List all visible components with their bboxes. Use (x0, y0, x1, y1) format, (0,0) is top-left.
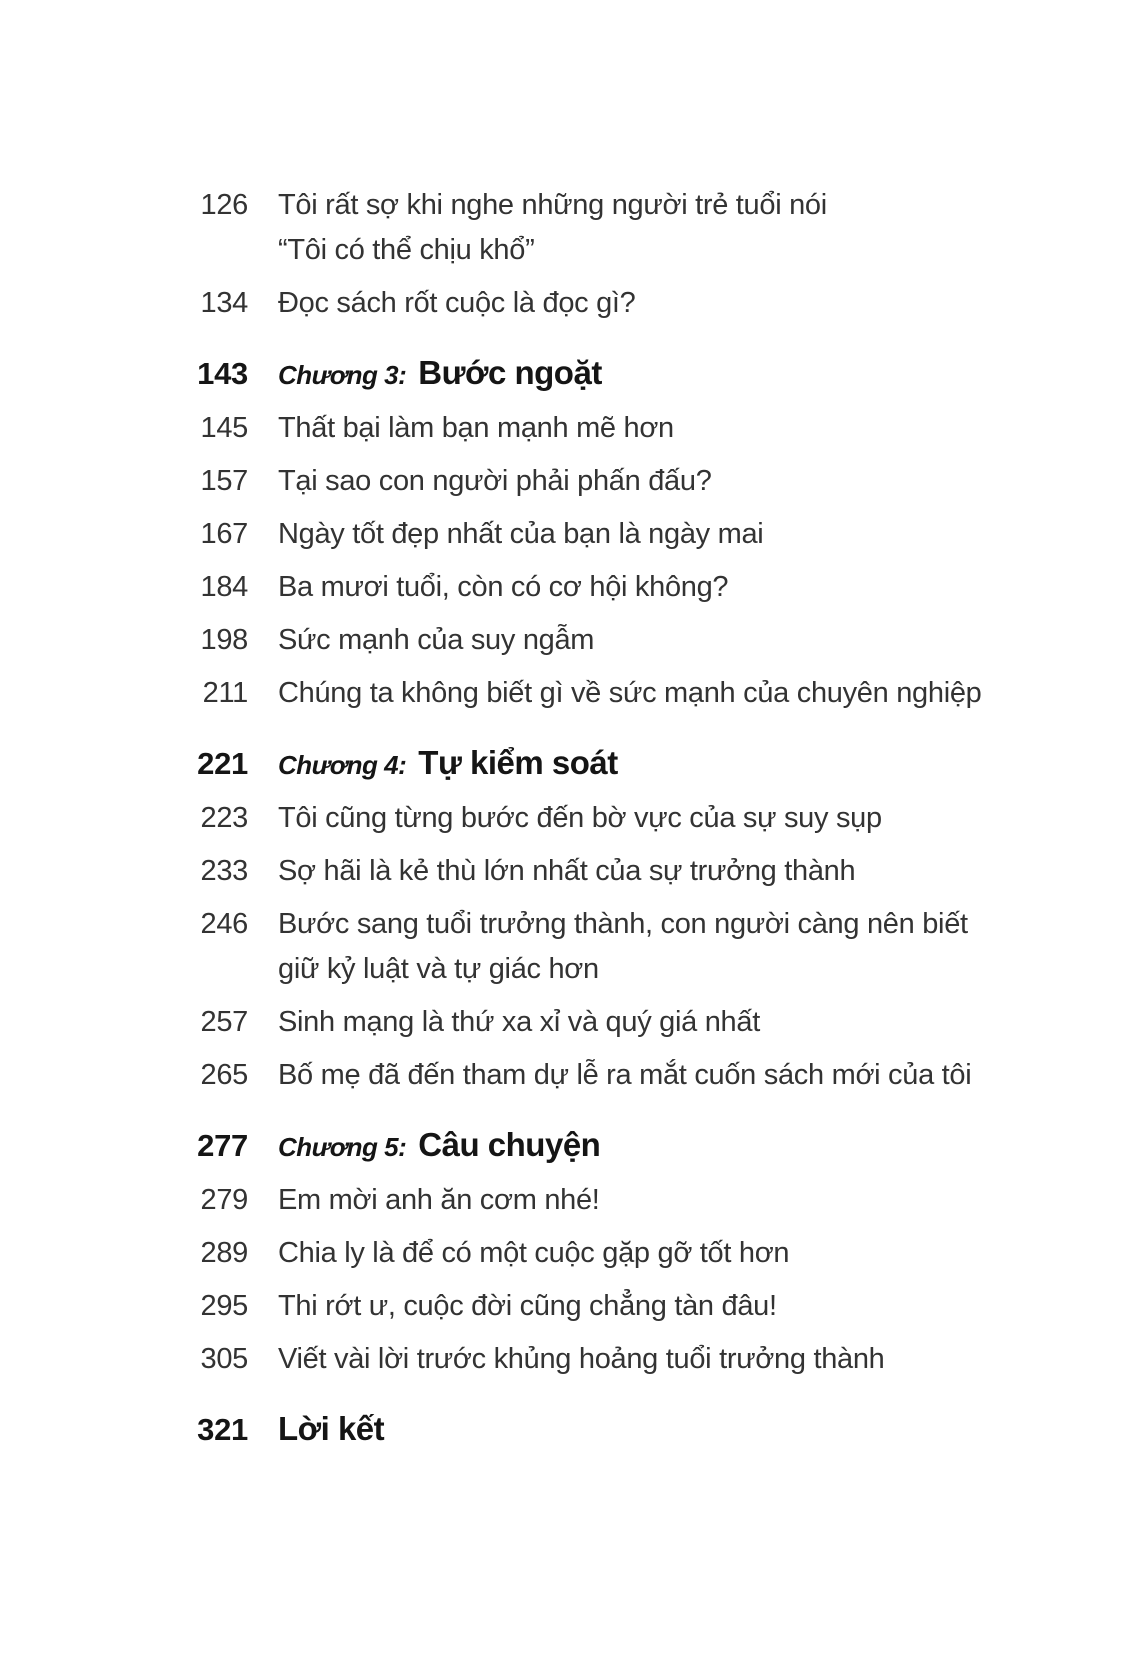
entry-title-line: Thi rớt ư, cuộc đời cũng chẳng tàn đâu! (278, 1290, 777, 1322)
entry-title: Ngày tốt đẹp nhất của bạn là ngày mai (278, 512, 764, 557)
entry-title: Bố mẹ đã đến tham dự lễ ra mắt cuốn sách… (278, 1053, 972, 1098)
toc-entry: 134 Đọc sách rốt cuộc là đọc gì? (0, 281, 1126, 326)
page-number: 305 (200, 1343, 249, 1375)
toc-entry: 233 Sợ hãi là kẻ thù lớn nhất của sự trưở… (0, 849, 1126, 894)
entry-title-line: Tôi rất sợ khi nghe những người trẻ tuổi… (278, 189, 827, 221)
chapter-title: Tự kiểm soát (418, 744, 618, 781)
entry-title: Thất bại làm bạn mạnh mẽ hơn (278, 406, 674, 451)
toc-chapter-entry: 221 Chương 4: Tự kiểm soát (0, 740, 1126, 788)
entry-title: Bước sang tuổi trưởng thành, con người c… (278, 902, 968, 992)
entry-title-line: Chia ly là để có một cuộc gặp gỡ tốt hơn (278, 1237, 790, 1269)
chapter-label: Chương 3: (278, 360, 407, 390)
toc-chapter-entry: 321 Lời kết (0, 1406, 1126, 1454)
chapter-heading: Chương 3: Bước ngoặt (278, 350, 602, 398)
entry-title-line: Ngày tốt đẹp nhất của bạn là ngày mai (278, 518, 764, 550)
page-number: 221 (197, 746, 248, 781)
entry-title: Viết vài lời trước khủng hoảng tuổi trưở… (278, 1337, 885, 1382)
entry-title: Sức mạnh của suy ngẫm (278, 618, 594, 663)
entry-title-line: Bước sang tuổi trưởng thành, con người c… (278, 908, 968, 940)
page-number: 321 (197, 1412, 248, 1447)
toc-chapter-entry: 277 Chương 5: Câu chuyện (0, 1122, 1126, 1170)
toc-entry: 257 Sinh mạng là thứ xa xỉ và quý giá nhấ… (0, 1000, 1126, 1045)
page-number: 184 (200, 571, 249, 603)
toc-entry: 198 Sức mạnh của suy ngẫm (0, 618, 1126, 663)
entry-title-line: Tôi cũng từng bước đến bờ vực của sự suy… (278, 802, 882, 834)
entry-title: Sợ hãi là kẻ thù lớn nhất của sự trưởng … (278, 849, 856, 894)
entry-title-line: Viết vài lời trước khủng hoảng tuổi trưở… (278, 1343, 885, 1375)
entry-title-line: Thất bại làm bạn mạnh mẽ hơn (278, 412, 674, 444)
entry-title: Ba mươi tuổi, còn có cơ hội không? (278, 565, 729, 610)
page-number: 277 (197, 1128, 248, 1163)
entry-title-line: giữ kỷ luật và tự giác hơn (278, 953, 599, 985)
page-number: 167 (200, 518, 249, 550)
page-number: 223 (200, 802, 249, 834)
toc-entry: 289 Chia ly là để có một cuộc gặp gỡ tốt … (0, 1231, 1126, 1276)
entry-title: Chia ly là để có một cuộc gặp gỡ tốt hơn (278, 1231, 790, 1276)
entry-title-line: Đọc sách rốt cuộc là đọc gì? (278, 287, 636, 319)
chapter-label: Chương 4: (278, 750, 407, 780)
entry-title-line: Sức mạnh của suy ngẫm (278, 624, 595, 656)
entry-title-line: Tại sao con người phải phấn đấu? (278, 465, 712, 497)
chapter-heading: Chương 4: Tự kiểm soát (278, 740, 618, 788)
page-number: 246 (200, 908, 249, 940)
page-number: 126 (200, 189, 249, 221)
toc-entry: 246 Bước sang tuổi trưởng thành, con ngườ… (0, 902, 1126, 992)
page-number: 134 (200, 287, 249, 319)
page-number: 289 (200, 1237, 249, 1269)
entry-title-line: “Tôi có thể chịu khổ” (278, 234, 535, 266)
entry-title-line: Sợ hãi là kẻ thù lớn nhất của sự trưởng … (278, 855, 856, 887)
page-number: 265 (200, 1059, 249, 1091)
page-number: 143 (197, 356, 248, 391)
page-number: 279 (200, 1184, 249, 1216)
page-number: 211 (202, 677, 249, 709)
toc-entry: 265 Bố mẹ đã đến tham dự lễ ra mắt cuốn s… (0, 1053, 1126, 1098)
entry-title-line: Em mời anh ăn cơm nhé! (278, 1184, 600, 1216)
chapter-label: Chương 5: (278, 1132, 407, 1162)
toc-entry: 305 Viết vài lời trước khủng hoảng tuổi t… (0, 1337, 1126, 1382)
entry-title: Tại sao con người phải phấn đấu? (278, 459, 712, 504)
entry-title: Thi rớt ư, cuộc đời cũng chẳng tàn đâu! (278, 1284, 777, 1329)
entry-title: Đọc sách rốt cuộc là đọc gì? (278, 281, 636, 326)
toc-entry: 145 Thất bại làm bạn mạnh mẽ hơn (0, 406, 1126, 451)
chapter-title: Bước ngoặt (418, 354, 602, 391)
entry-title-line: Bố mẹ đã đến tham dự lễ ra mắt cuốn sách… (278, 1059, 972, 1091)
page-number: 295 (200, 1290, 249, 1322)
toc-entry: 223 Tôi cũng từng bước đến bờ vực của sự … (0, 796, 1126, 841)
chapter-heading: Lời kết (278, 1406, 385, 1454)
toc-chapter-entry: 143 Chương 3: Bước ngoặt (0, 350, 1126, 398)
toc-entry: 279 Em mời anh ăn cơm nhé! (0, 1178, 1126, 1223)
table-of-contents-page: 126 Tôi rất sợ khi nghe những người trẻ t… (0, 183, 1126, 1454)
page-number: 157 (200, 465, 249, 497)
chapter-title: Câu chuyện (418, 1126, 601, 1163)
entry-title-line: Sinh mạng là thứ xa xỉ và quý giá nhất (278, 1006, 760, 1038)
chapter-heading: Chương 5: Câu chuyện (278, 1122, 601, 1170)
entry-title: Em mời anh ăn cơm nhé! (278, 1178, 600, 1223)
toc-entry: 126 Tôi rất sợ khi nghe những người trẻ t… (0, 183, 1126, 273)
entry-title-line: Chúng ta không biết gì về sức mạnh của c… (278, 677, 982, 709)
entry-title: Tôi rất sợ khi nghe những người trẻ tuổi… (278, 183, 827, 273)
page-number: 233 (200, 855, 249, 887)
toc-entry: 184 Ba mươi tuổi, còn có cơ hội không? (0, 565, 1126, 610)
toc-entry: 167 Ngày tốt đẹp nhất của bạn là ngày mai (0, 512, 1126, 557)
toc-entry: 295 Thi rớt ư, cuộc đời cũng chẳng tàn đâ… (0, 1284, 1126, 1329)
entry-title: Tôi cũng từng bước đến bờ vực của sự suy… (278, 796, 882, 841)
page-number: 257 (200, 1006, 249, 1038)
entry-title: Sinh mạng là thứ xa xỉ và quý giá nhất (278, 1000, 760, 1045)
page-number: 145 (200, 412, 249, 444)
toc-entry: 211 Chúng ta không biết gì về sức mạnh củ… (0, 671, 1126, 716)
entry-title: Chúng ta không biết gì về sức mạnh của c… (278, 671, 982, 716)
entry-title-line: Ba mươi tuổi, còn có cơ hội không? (278, 571, 729, 603)
toc-entry: 157 Tại sao con người phải phấn đấu? (0, 459, 1126, 504)
page-number: 198 (200, 624, 249, 656)
chapter-title: Lời kết (278, 1410, 385, 1447)
